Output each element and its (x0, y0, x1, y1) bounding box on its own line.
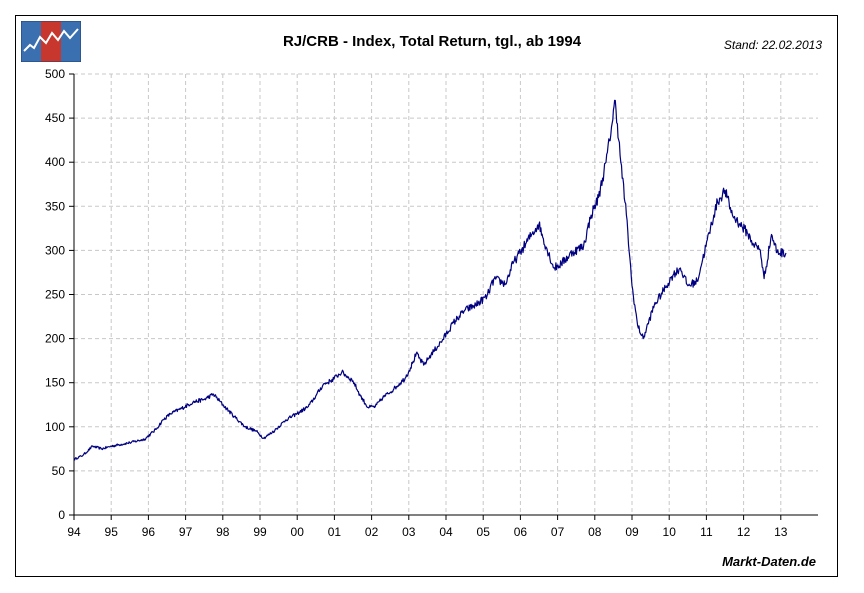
brand-label: Markt-Daten.de (722, 554, 816, 569)
series (73, 99, 787, 461)
x-tick-label: 08 (588, 525, 602, 539)
x-tick-label: 02 (365, 525, 379, 539)
x-tick-label: 09 (625, 525, 639, 539)
series-line (73, 99, 787, 461)
x-tick-label: 03 (402, 525, 416, 539)
x-tick-label: 12 (737, 525, 751, 539)
y-tick-label: 150 (45, 376, 65, 390)
y-tick-label: 400 (45, 155, 65, 169)
y-tick-label: 200 (45, 332, 65, 346)
y-tick-label: 350 (45, 199, 65, 213)
x-tick-label: 97 (179, 525, 193, 539)
x-tick-label: 94 (67, 525, 81, 539)
y-tick-label: 450 (45, 111, 65, 125)
y-tick-label: 100 (45, 420, 65, 434)
y-tick-label: 500 (45, 67, 65, 81)
x-tick-label: 07 (551, 525, 565, 539)
x-tick-label: 10 (663, 525, 677, 539)
y-tick-label: 50 (52, 464, 66, 478)
x-tick-label: 01 (328, 525, 342, 539)
x-tick-label: 13 (774, 525, 788, 539)
y-tick-label: 250 (45, 288, 65, 302)
grid (74, 73, 818, 515)
x-tick-label: 11 (700, 525, 713, 539)
y-tick-label: 300 (45, 243, 65, 257)
y-tick-label: 0 (58, 508, 65, 522)
axes (69, 73, 818, 520)
x-tick-label: 96 (142, 525, 156, 539)
x-tick-label: 05 (477, 525, 491, 539)
x-tick-label: 06 (514, 525, 528, 539)
x-tick-label: 95 (105, 525, 119, 539)
x-tick-label: 98 (216, 525, 230, 539)
x-tick-label: 04 (439, 525, 453, 539)
x-tick-label: 00 (291, 525, 305, 539)
x-tick-label: 99 (253, 525, 267, 539)
line-chart-logo-icon (21, 21, 81, 62)
chart-title: RJ/CRB - Index, Total Return, tgl., ab 1… (282, 33, 582, 50)
chart-frame (15, 15, 838, 577)
stand-date: Stand: 22.02.2013 (723, 38, 822, 52)
